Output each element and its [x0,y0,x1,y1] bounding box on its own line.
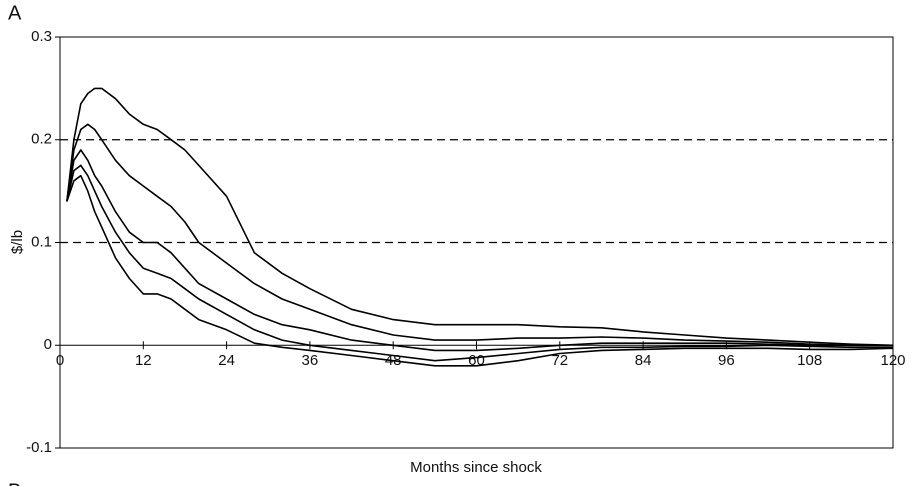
series-line [66,149,893,352]
series-line [66,164,893,362]
series-line [66,87,894,347]
x-tick-label: 72 [551,352,568,369]
x-tick-label: 36 [302,352,319,369]
y-tick-label: 0.1 [31,233,52,250]
next-panel-label: B [8,480,21,486]
y-tick-label: 0 [44,336,52,353]
x-tick-label: 96 [718,352,735,369]
x-tick-label: 60 [468,352,485,369]
x-axis-label: Months since shock [410,459,542,476]
panel-label: A [8,2,22,24]
y-tick-label: -0.1 [26,439,52,456]
y-tick-label: 0.2 [31,131,52,148]
y-tick-label: 0.3 [31,28,52,45]
series-line [66,174,894,367]
x-tick-label: 108 [797,352,822,369]
x-tick-label: 84 [635,352,652,369]
x-tick-label: 120 [880,352,905,369]
x-tick-label: 0 [56,352,64,369]
x-tick-label: 24 [218,352,235,369]
y-axis-label: $/lb [9,230,26,254]
series-line [66,123,893,347]
x-tick-label: 12 [135,352,152,369]
